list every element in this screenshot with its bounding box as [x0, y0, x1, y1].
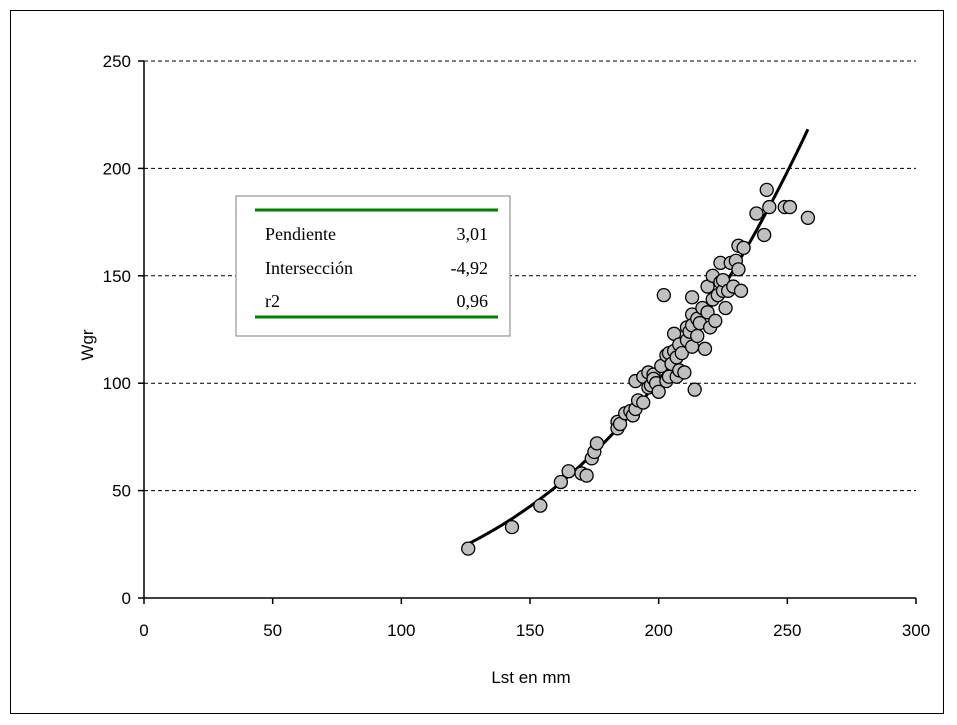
stats-value-slope: 3,01: [457, 224, 489, 244]
data-point-79: [762, 199, 777, 215]
y-tick-label-0: 0: [122, 589, 131, 608]
chart-frame: 0 50 100 150 200 250 300 0 50 100 150 200 250 Pendi…: [10, 10, 944, 714]
x-tick-label-300: 300: [902, 621, 930, 640]
data-point-6: [579, 468, 594, 483]
scatter-chart: 0 50 100 150 200 250 300 0 50 100 150 200 250 Pendi…: [78, 52, 930, 687]
x-tick-label-0: 0: [139, 621, 148, 640]
data-point-82: [800, 210, 816, 225]
x-tick-label-100: 100: [387, 621, 415, 640]
data-point-29: [656, 287, 671, 303]
data-point-78: [759, 182, 774, 198]
y-tick-label-100: 100: [103, 374, 131, 393]
x-tick-label-200: 200: [644, 621, 672, 640]
stats-box: Pendiente 3,01 Intersección -4,92 r2 0,9…: [235, 195, 511, 337]
data-point-3: [553, 474, 569, 490]
data-point-67: [718, 300, 733, 316]
trend-curve: [467, 128, 810, 546]
y-tick-label-250: 250: [103, 52, 131, 71]
y-tick-label-150: 150: [103, 267, 131, 286]
data-point-1: [504, 519, 520, 535]
data-point-41: [674, 345, 689, 361]
data-point-73: [731, 262, 746, 277]
data-point-4: [561, 464, 576, 479]
x-axis-title: Lst en mm: [491, 668, 570, 687]
x-tick-label-150: 150: [516, 621, 544, 640]
data-point-0: [461, 541, 476, 556]
data-point-46: [684, 290, 700, 305]
data-points: [461, 182, 816, 556]
y-tick-label-200: 200: [103, 159, 131, 178]
stats-label-intercept: Intersección: [265, 258, 353, 278]
stats-value-intercept: -4,92: [451, 258, 489, 278]
data-point-74: [733, 283, 749, 298]
stats-label-r2: r2: [265, 291, 280, 311]
stats-label-slope: Pendiente: [265, 224, 336, 244]
data-point-2: [533, 498, 548, 513]
x-tick-label-50: 50: [263, 621, 282, 640]
data-point-75: [736, 240, 751, 256]
data-point-50: [687, 382, 702, 397]
data-point-55: [697, 341, 713, 356]
stats-box-border: [235, 195, 511, 337]
data-point-42: [677, 365, 692, 380]
x-tick-label-250: 250: [773, 621, 801, 640]
data-point-9: [589, 436, 605, 451]
axes: [138, 60, 917, 604]
data-point-52: [690, 328, 705, 344]
data-point-61: [708, 313, 723, 329]
data-point-81: [782, 199, 798, 215]
data-point-27: [651, 384, 666, 399]
y-axis-title: Wgr: [78, 329, 97, 361]
y-tick-labels: 0 50 100 150 200 250: [103, 52, 131, 608]
data-point-76: [749, 206, 764, 221]
data-point-19: [636, 395, 651, 410]
stats-value-r2: 0,96: [457, 291, 489, 311]
data-point-77: [757, 227, 772, 243]
y-tick-label-50: 50: [112, 482, 131, 501]
x-tick-labels: 0 50 100 150 200 250 300: [139, 621, 930, 640]
